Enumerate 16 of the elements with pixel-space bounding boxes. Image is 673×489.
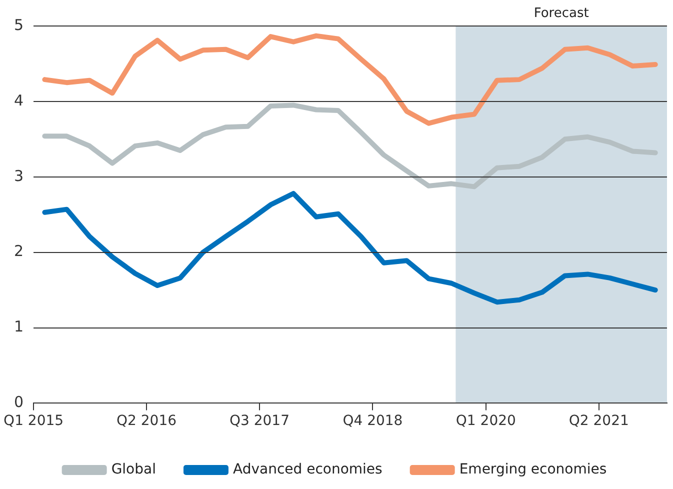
y-tick-label: 4 — [14, 91, 24, 110]
legend-label: Global — [111, 462, 156, 478]
x-tick-label: Q1 2015 — [4, 413, 64, 430]
y-tick-label: 0 — [14, 393, 24, 412]
legend-label: Advanced economies — [232, 462, 382, 478]
band-label: Forecast — [534, 6, 589, 21]
legend-label: Emerging economies — [459, 462, 607, 478]
x-tick-label: Q3 2017 — [229, 413, 290, 430]
x-tick-label: Q1 2020 — [456, 413, 516, 430]
y-tick-label: 2 — [14, 242, 24, 260]
y-tick-label: 1 — [14, 318, 24, 336]
y-tick-label: 5 — [14, 16, 24, 34]
y-tick-label: 3 — [14, 166, 24, 185]
x-tick-label: Q2 2021 — [568, 413, 629, 430]
x-tick-label: Q4 2018 — [342, 413, 403, 430]
x-tick-label: Q2 2016 — [116, 413, 177, 430]
